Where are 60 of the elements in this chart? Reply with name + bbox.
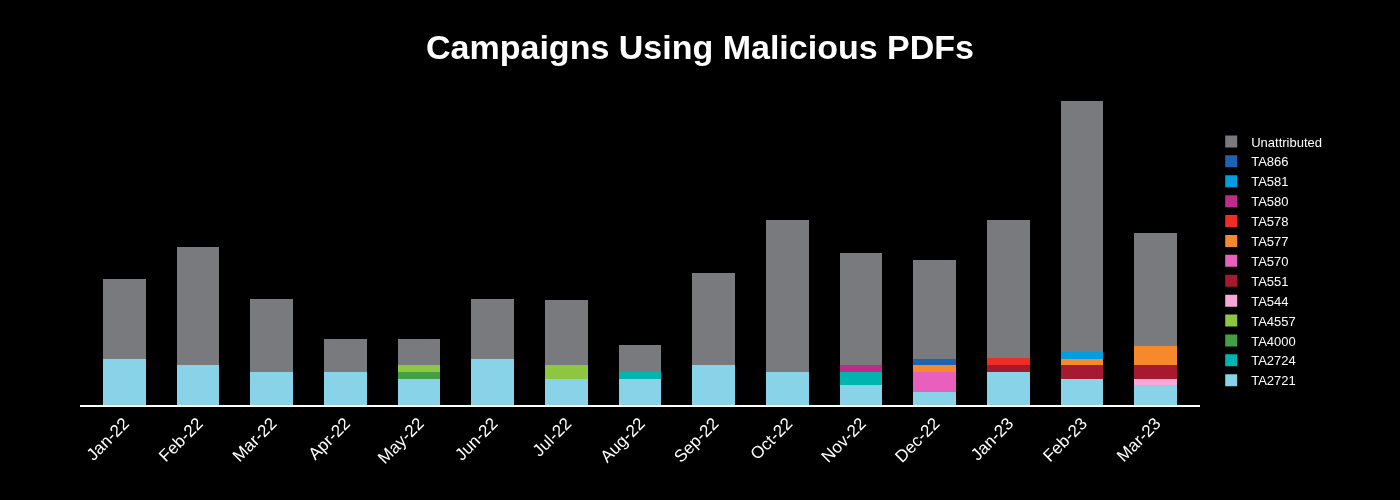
- chart-title: Campaigns Using Malicious PDFs: [426, 27, 974, 66]
- bar: [618, 378, 662, 405]
- bar: [102, 358, 146, 405]
- bar: [913, 259, 957, 359]
- bar: [176, 246, 220, 366]
- bar: [544, 378, 588, 405]
- bar: [397, 371, 441, 379]
- bar: [766, 371, 809, 405]
- bar: [1060, 352, 1104, 359]
- legend-label: TA866: [1251, 154, 1289, 170]
- bar: [987, 219, 1030, 359]
- legend-label: TA578: [1251, 214, 1289, 230]
- bar: [323, 338, 367, 372]
- bar: [839, 372, 883, 386]
- legend-label: TA581: [1251, 174, 1289, 190]
- bar: [618, 371, 662, 379]
- legend-label: TA577: [1251, 234, 1289, 250]
- legend-label: TA544: [1251, 293, 1289, 309]
- bar: [692, 365, 736, 405]
- bar: [839, 385, 883, 405]
- bar: [1060, 365, 1104, 379]
- bar: [1060, 378, 1104, 405]
- bar: [471, 358, 514, 405]
- bar: [766, 219, 809, 372]
- bar: [913, 358, 957, 366]
- bar: [913, 372, 957, 392]
- bar: [176, 365, 220, 405]
- bar: [544, 299, 588, 366]
- bar: [1060, 101, 1104, 353]
- bar: [839, 365, 883, 373]
- bar: [544, 365, 588, 379]
- bar: [250, 299, 293, 372]
- bar: [471, 299, 514, 359]
- bar: [397, 338, 441, 366]
- bar: [913, 365, 957, 373]
- bar: [102, 279, 146, 359]
- bar: [1134, 378, 1178, 386]
- legend-label: TA4000: [1251, 333, 1296, 349]
- bar: [1134, 385, 1178, 405]
- legend-label: TA570: [1251, 253, 1289, 269]
- legend-label: TA580: [1251, 194, 1289, 210]
- bar: [1134, 365, 1178, 379]
- bar: [692, 273, 736, 366]
- bar: [397, 378, 441, 405]
- bar: [1134, 233, 1178, 346]
- bar: [1134, 345, 1178, 366]
- legend-label: TA2721: [1251, 373, 1296, 389]
- bar: [323, 371, 367, 405]
- bar: [397, 365, 441, 372]
- bar: [913, 391, 957, 405]
- bar: [250, 371, 293, 405]
- bar: [987, 365, 1030, 372]
- bar: [618, 345, 662, 372]
- bar: [987, 371, 1030, 405]
- legend-label: TA4557: [1251, 313, 1296, 329]
- bar: [839, 253, 883, 366]
- bar: [987, 358, 1030, 366]
- legend-label: Unattributed: [1251, 134, 1323, 150]
- legend-label: TA551: [1251, 273, 1289, 289]
- legend-label: TA2724: [1251, 353, 1296, 369]
